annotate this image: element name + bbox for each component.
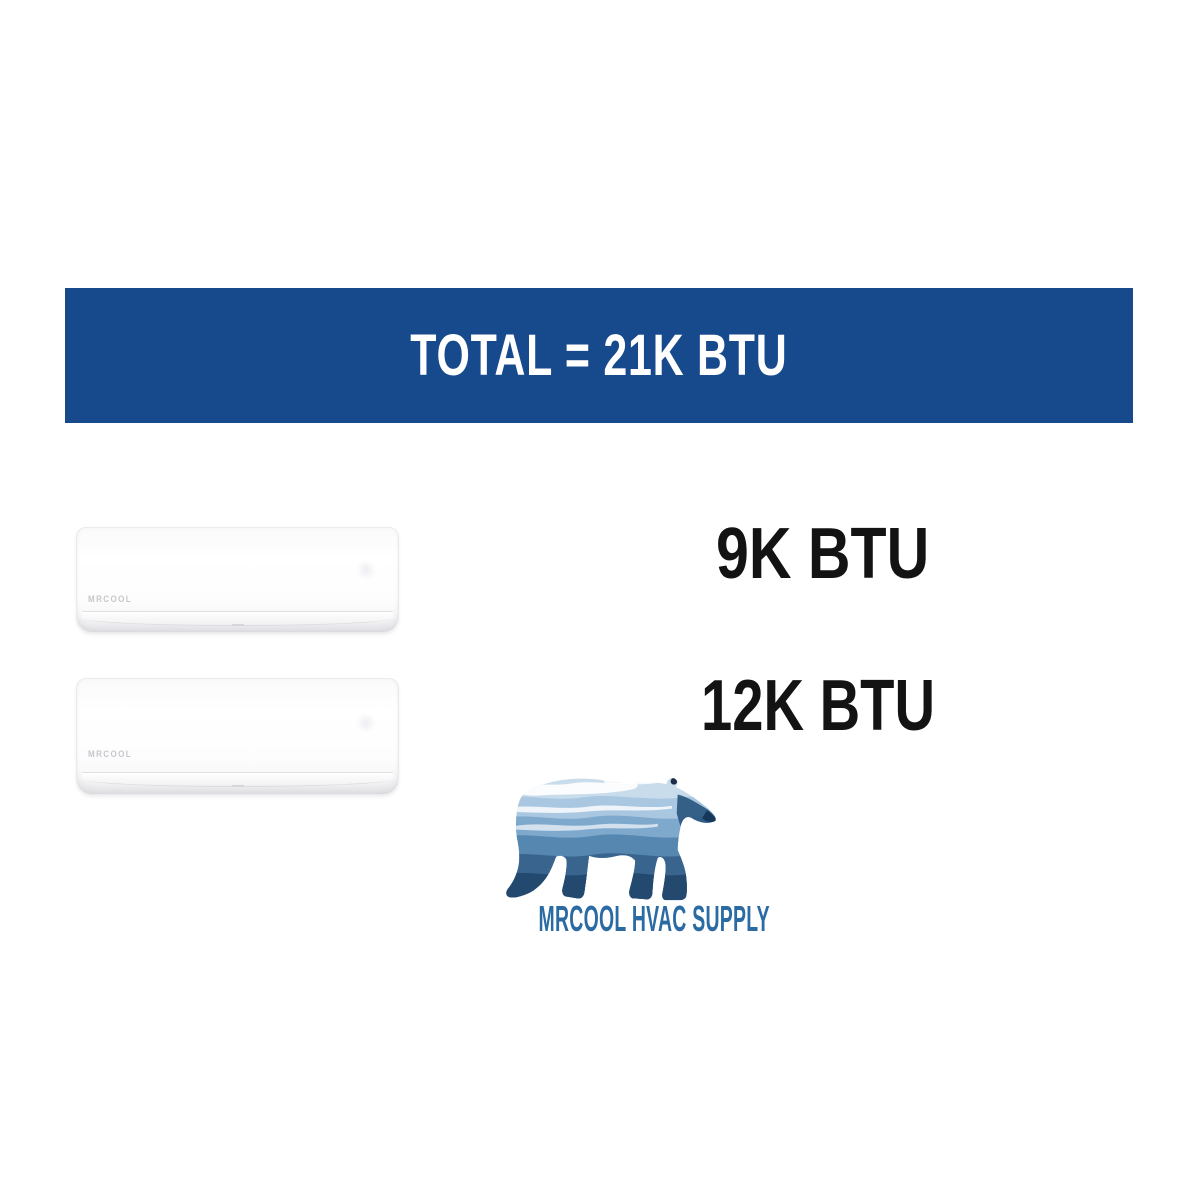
total-btu-banner: TOTAL = 21K BTU bbox=[65, 288, 1133, 423]
unit-brand-label: MRCOOL bbox=[88, 749, 133, 759]
indoor-unit-12k: MRCOOL bbox=[76, 678, 399, 795]
unit-brand-label: MRCOOL bbox=[88, 594, 133, 604]
logo-wordmark: MRCOOL HVAC SUPPLY bbox=[538, 898, 770, 939]
capacity-label-9k: 9K BTU bbox=[716, 514, 930, 594]
total-btu-text: TOTAL = 21K BTU bbox=[410, 323, 788, 388]
bear-logo bbox=[489, 770, 723, 902]
logo-wordmark-wrap: MRCOOL HVAC SUPPLY bbox=[440, 898, 770, 940]
bear-logo-icon bbox=[506, 777, 716, 901]
unit-logo-badge bbox=[356, 713, 376, 733]
indoor-unit-9k: MRCOOL bbox=[76, 527, 399, 633]
capacity-label-12k: 12K BTU bbox=[701, 666, 936, 746]
unit-logo-badge bbox=[356, 560, 376, 580]
unit-vent-tick bbox=[231, 624, 244, 626]
unit-vent-tick bbox=[231, 785, 244, 787]
